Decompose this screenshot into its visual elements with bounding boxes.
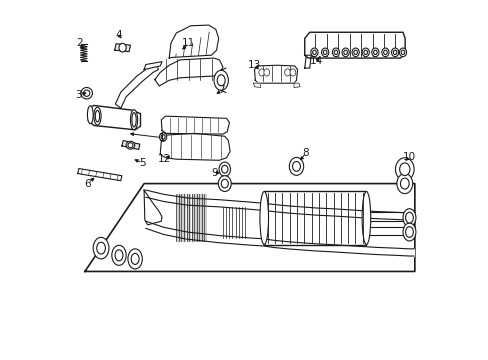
Ellipse shape — [399, 163, 409, 176]
Ellipse shape — [97, 242, 105, 254]
Ellipse shape — [95, 111, 100, 122]
Polygon shape — [161, 116, 229, 134]
Text: 13: 13 — [247, 60, 261, 70]
Ellipse shape — [400, 50, 404, 54]
Ellipse shape — [353, 50, 357, 54]
Polygon shape — [366, 212, 414, 221]
Ellipse shape — [87, 106, 93, 124]
Text: 14: 14 — [309, 56, 322, 66]
Polygon shape — [304, 32, 405, 58]
Ellipse shape — [373, 50, 376, 54]
Polygon shape — [169, 25, 218, 58]
Ellipse shape — [284, 69, 290, 76]
Polygon shape — [144, 190, 162, 225]
Ellipse shape — [312, 50, 316, 54]
Text: 10: 10 — [402, 152, 415, 162]
Ellipse shape — [399, 48, 406, 57]
Ellipse shape — [396, 174, 412, 194]
Ellipse shape — [363, 50, 367, 54]
Ellipse shape — [217, 75, 224, 86]
Polygon shape — [160, 134, 230, 160]
Polygon shape — [144, 62, 162, 69]
Ellipse shape — [130, 110, 137, 130]
Polygon shape — [264, 192, 366, 244]
Ellipse shape — [289, 157, 303, 175]
Ellipse shape — [392, 50, 396, 54]
Polygon shape — [115, 44, 130, 51]
Polygon shape — [293, 83, 300, 87]
Text: 8: 8 — [302, 148, 308, 158]
Ellipse shape — [81, 87, 92, 99]
Polygon shape — [155, 58, 223, 86]
Polygon shape — [253, 83, 260, 87]
Ellipse shape — [258, 69, 264, 76]
Text: 6: 6 — [84, 179, 91, 189]
Ellipse shape — [343, 50, 346, 54]
Polygon shape — [115, 65, 158, 108]
Polygon shape — [88, 105, 140, 130]
Ellipse shape — [381, 48, 388, 57]
Text: 4: 4 — [115, 30, 122, 40]
Ellipse shape — [405, 226, 412, 237]
Ellipse shape — [219, 162, 230, 176]
Ellipse shape — [83, 90, 90, 96]
Ellipse shape — [310, 48, 317, 57]
Ellipse shape — [402, 223, 415, 241]
Ellipse shape — [405, 212, 412, 223]
Text: 1: 1 — [159, 133, 165, 143]
Ellipse shape — [395, 158, 413, 181]
Ellipse shape — [132, 113, 136, 127]
Ellipse shape — [131, 253, 139, 264]
Ellipse shape — [292, 161, 300, 171]
Polygon shape — [85, 184, 414, 271]
Ellipse shape — [93, 237, 109, 259]
Text: 9: 9 — [211, 168, 218, 178]
Ellipse shape — [371, 48, 378, 57]
Polygon shape — [254, 65, 297, 83]
Ellipse shape — [159, 133, 166, 141]
Ellipse shape — [128, 143, 133, 148]
Ellipse shape — [119, 43, 126, 52]
Polygon shape — [122, 140, 140, 149]
Ellipse shape — [218, 176, 231, 192]
Text: 3: 3 — [75, 90, 82, 100]
Ellipse shape — [402, 209, 415, 226]
Ellipse shape — [351, 48, 359, 57]
Ellipse shape — [362, 192, 370, 244]
Ellipse shape — [321, 48, 328, 57]
Text: 2: 2 — [76, 38, 82, 48]
Ellipse shape — [289, 69, 295, 76]
Ellipse shape — [383, 50, 386, 54]
Ellipse shape — [341, 48, 348, 57]
Polygon shape — [78, 168, 122, 181]
Ellipse shape — [214, 70, 228, 90]
Ellipse shape — [115, 250, 122, 261]
Ellipse shape — [94, 107, 101, 125]
Text: 5: 5 — [139, 158, 145, 168]
Text: 7: 7 — [218, 85, 224, 95]
Ellipse shape — [333, 50, 337, 54]
Polygon shape — [366, 226, 414, 235]
Ellipse shape — [391, 48, 398, 57]
Ellipse shape — [332, 48, 339, 57]
Ellipse shape — [126, 141, 135, 149]
Ellipse shape — [221, 165, 227, 173]
Ellipse shape — [161, 135, 165, 139]
Text: 12: 12 — [158, 154, 171, 164]
Ellipse shape — [362, 48, 368, 57]
Ellipse shape — [112, 245, 126, 265]
Ellipse shape — [260, 192, 268, 244]
Ellipse shape — [221, 179, 228, 188]
Ellipse shape — [128, 249, 142, 269]
Ellipse shape — [400, 178, 408, 189]
Ellipse shape — [323, 50, 326, 54]
Text: 11: 11 — [182, 38, 195, 48]
Ellipse shape — [264, 69, 269, 76]
Polygon shape — [304, 55, 310, 68]
